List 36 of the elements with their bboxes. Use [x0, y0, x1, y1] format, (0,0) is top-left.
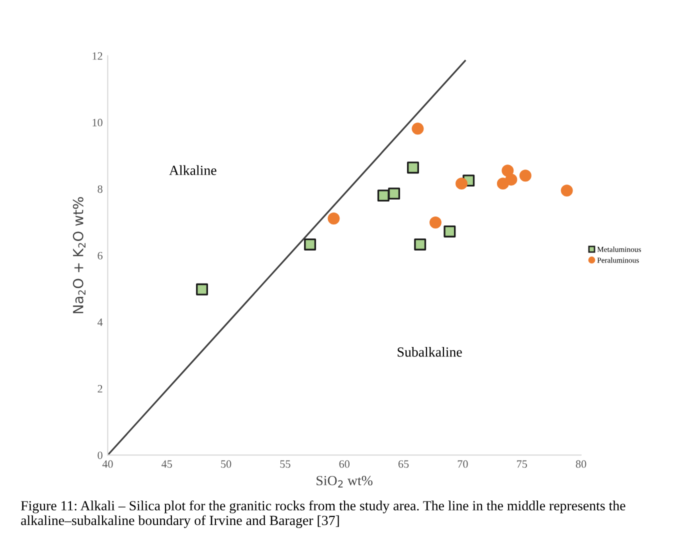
point — [560, 184, 573, 197]
y-tick-label: 6 — [98, 252, 103, 260]
x-tick-label: 45 — [162, 460, 172, 468]
point — [519, 170, 532, 182]
y-tick-label: 8 — [98, 185, 102, 193]
y-tick-label: 12 — [92, 52, 102, 60]
x-tick-label: 55 — [280, 460, 290, 468]
point — [328, 212, 340, 224]
x-tick-label: 60 — [339, 460, 350, 468]
y-tick-label: 10 — [92, 118, 102, 126]
point — [377, 190, 390, 202]
x-tick-label: 70 — [458, 460, 468, 468]
x-tick-label: 65 — [398, 460, 409, 468]
point — [414, 238, 426, 250]
y-tick-label: 2 — [98, 385, 102, 392]
x-tick-label: 50 — [221, 460, 232, 468]
y-tick-label: 0 — [98, 452, 102, 460]
annotation: Alkaline — [169, 165, 216, 176]
point — [496, 178, 509, 190]
point — [502, 164, 514, 177]
point — [430, 216, 442, 228]
y-tick-label: 4 — [98, 318, 103, 326]
x-tick-label: 40 — [102, 460, 113, 468]
annotation: Subalkaline — [398, 346, 462, 357]
caption: Figure 11: Alkali – Silica plot for the granitic rocks from the study area. The line in the middle represents the alkaline–subalkaline boundary of Irvine and Barager [37] — [20, 500, 626, 528]
y-axis-title: Na$_{2}$O + K$_{2}$O wt% — [72, 197, 86, 314]
point — [196, 283, 208, 296]
point — [412, 122, 424, 135]
point — [444, 226, 456, 238]
x-tick-label: 75 — [517, 460, 527, 468]
point — [388, 188, 400, 200]
x-tick-label: 80 — [576, 460, 586, 468]
point — [407, 162, 419, 174]
point — [456, 178, 468, 190]
x-axis-title: SiO$_{2}$ wt% — [316, 476, 372, 488]
point — [304, 238, 316, 250]
